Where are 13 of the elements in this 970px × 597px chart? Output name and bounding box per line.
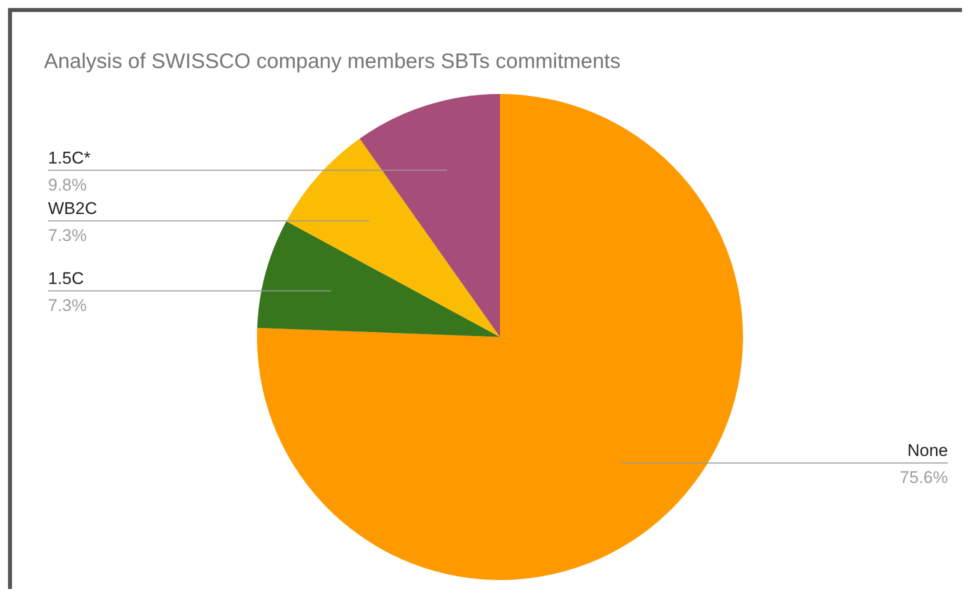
data-label: 7.3% (48, 296, 87, 315)
pie-slice (360, 94, 500, 337)
chart-title: Analysis of SWISSCO company members SBTs commitments (44, 50, 620, 74)
pie-slice (257, 221, 500, 337)
data-label: 7.3% (48, 226, 87, 245)
slice-label: None (907, 441, 948, 460)
data-label: 9.8% (48, 175, 87, 194)
slice-label: 1.5C* (48, 148, 91, 168)
pie-slice (286, 138, 500, 337)
slice-label: 1.5C (48, 268, 84, 288)
slice-label: WB2C (48, 198, 98, 218)
pie-slice (257, 94, 743, 580)
data-label: 75.6% (900, 468, 948, 488)
